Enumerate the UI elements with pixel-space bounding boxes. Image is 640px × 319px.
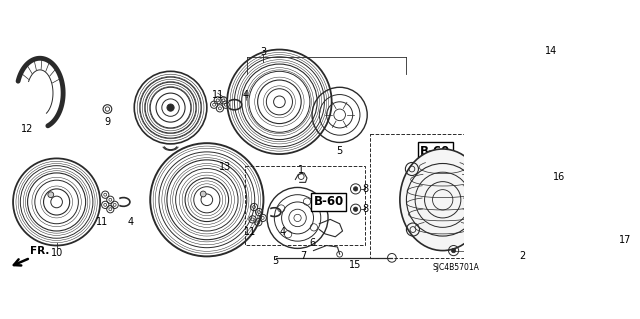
Text: 4: 4 bbox=[127, 217, 134, 226]
Circle shape bbox=[451, 249, 456, 253]
Polygon shape bbox=[548, 55, 632, 130]
Text: 11: 11 bbox=[95, 217, 108, 226]
Text: 2: 2 bbox=[520, 251, 525, 261]
Text: 5: 5 bbox=[273, 256, 279, 266]
Text: 14: 14 bbox=[545, 46, 557, 56]
Text: 8: 8 bbox=[362, 204, 368, 214]
Text: 1: 1 bbox=[298, 165, 304, 175]
Ellipse shape bbox=[400, 149, 486, 251]
Circle shape bbox=[200, 191, 206, 197]
Text: 12: 12 bbox=[21, 124, 34, 134]
Text: 3: 3 bbox=[260, 48, 266, 57]
Text: SJC4B5701A: SJC4B5701A bbox=[433, 263, 479, 272]
Text: 17: 17 bbox=[620, 235, 632, 245]
Text: 7: 7 bbox=[300, 251, 307, 261]
Polygon shape bbox=[550, 200, 637, 272]
Text: FR.: FR. bbox=[31, 246, 50, 256]
Text: 11: 11 bbox=[212, 90, 224, 100]
Text: 5: 5 bbox=[337, 146, 343, 156]
Circle shape bbox=[353, 207, 358, 211]
Bar bbox=[245, 166, 365, 246]
Text: 4: 4 bbox=[280, 227, 286, 237]
Circle shape bbox=[353, 187, 358, 191]
Text: B-60: B-60 bbox=[420, 145, 451, 158]
Circle shape bbox=[48, 192, 54, 197]
Text: 8: 8 bbox=[362, 184, 368, 194]
Text: 11: 11 bbox=[244, 227, 257, 237]
Text: 15: 15 bbox=[349, 260, 362, 270]
Text: 9: 9 bbox=[104, 117, 111, 127]
Circle shape bbox=[167, 104, 174, 111]
Bar bbox=[370, 135, 515, 258]
Bar bbox=[479, 185, 495, 196]
Text: 6: 6 bbox=[309, 238, 315, 248]
Text: 4: 4 bbox=[242, 90, 248, 100]
Text: 13: 13 bbox=[219, 162, 231, 172]
Text: 10: 10 bbox=[51, 248, 63, 258]
Bar bbox=[479, 207, 495, 217]
Text: B-60: B-60 bbox=[314, 196, 344, 208]
Text: 16: 16 bbox=[553, 172, 565, 182]
